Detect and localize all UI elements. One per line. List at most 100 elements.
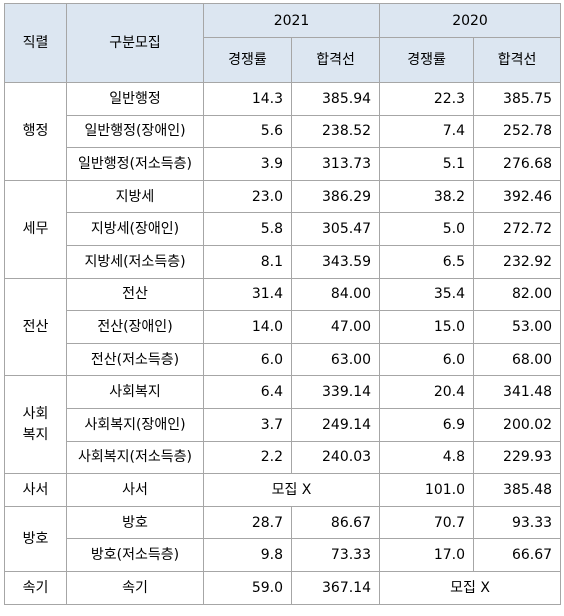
category-cell: 전산(장애인) (66, 310, 204, 344)
position-cell: 사서 (4, 473, 67, 507)
cutoff-2021-cell: 238.52 (290, 114, 381, 149)
category-cell: 사회복지(장애인) (66, 407, 204, 442)
category-cell: 일반행정(저소득층) (66, 147, 204, 181)
position-cell: 행정 (4, 82, 67, 181)
cutoff-2020-cell: 272.72 (473, 212, 562, 246)
category-cell: 전산 (66, 277, 204, 312)
cutoff-2020-cell: 392.46 (473, 179, 562, 214)
cutoff-2020-cell: 200.02 (473, 407, 562, 442)
cutoff-2021-cell: 385.94 (290, 82, 381, 116)
table-row: 속기 속기 59.0 367.14 모집 X (4, 570, 562, 605)
rate-2021-cell: 5.6 (203, 114, 292, 149)
cutoff-2020-cell: 68.00 (473, 342, 562, 377)
cutoff-2021-cell: 240.03 (290, 440, 381, 475)
table-row: 전산 전산 31.4 84.00 35.4 82.00 (4, 277, 562, 377)
rate-header-2021: 경쟁률 (203, 37, 292, 83)
rate-2020-cell: 5.1 (379, 147, 475, 181)
position-cell: 전산 (4, 277, 67, 377)
rate-2021-cell: 28.7 (203, 505, 292, 540)
rate-2020-cell: 6.0 (379, 342, 475, 377)
rate-2021-cell: 3.9 (203, 147, 292, 181)
rate-2020-cell: 38.2 (379, 179, 475, 214)
cutoff-2020-cell: 276.68 (473, 147, 562, 181)
category-cell: 사회복지 (66, 375, 204, 409)
rate-2021-cell: 59.0 (203, 570, 292, 605)
category-cell: 지방세(저소득층) (66, 244, 204, 279)
cutoff-2021-cell: 63.00 (290, 342, 381, 377)
rate-2020-cell: 70.7 (379, 505, 475, 540)
table-row: 방호 방호 28.7 86.67 70.7 93.33 (4, 505, 562, 572)
not-recruited-2020-cell: 모집 X (379, 570, 562, 605)
cutoff-2020-cell: 229.93 (473, 440, 562, 475)
cutoff-2020-cell: 66.67 (473, 538, 562, 572)
rate-2021-cell: 9.8 (203, 538, 292, 572)
rate-2020-cell: 17.0 (379, 538, 475, 572)
cutoff-2021-cell: 73.33 (290, 538, 381, 572)
rate-2021-cell: 14.0 (203, 310, 292, 344)
cutoff-2021-cell: 339.14 (290, 375, 381, 409)
table-row: 행정 일반행정 14.3 385.94 22.3 385.75 (4, 82, 562, 181)
position-cell: 방호 (4, 505, 67, 572)
cutoff-2020-cell: 232.92 (473, 244, 562, 279)
rate-2020-cell: 35.4 (379, 277, 475, 312)
position-cell: 사회 복지 (4, 375, 67, 475)
table-wrapper: 직렬 구분모집 2021 2020 경쟁률 합격선 경쟁률 합격선 행정 일반행… (4, 3, 562, 605)
rate-2020-cell: 6.5 (379, 244, 475, 279)
position-cell: 속기 (4, 570, 67, 605)
cutoff-2021-cell: 249.14 (290, 407, 381, 442)
position-line: 사회 (22, 406, 49, 423)
table-row: 사회복지(장애인) 3.7 249.14 6.9 200.02 (5, 407, 562, 442)
cutoff-2020-cell: 93.33 (473, 505, 562, 540)
table-row: 사회복지(저소득층) 2.2 240.03 4.8 229.93 (5, 440, 562, 475)
table-row: 일반행정(저소득층) 3.9 313.73 5.1 276.68 (5, 147, 562, 181)
cutoff-header-2020: 합격선 (473, 37, 562, 83)
header-row-metrics: 경쟁률 합격선 경쟁률 합격선 (5, 37, 562, 83)
table-row: 전산(저소득층) 6.0 63.00 6.0 68.00 (5, 342, 562, 377)
category-cell: 일반행정(장애인) (66, 114, 204, 149)
category-cell: 지방세 (66, 179, 204, 214)
position-header: 직렬 (4, 3, 67, 83)
rate-2020-cell: 7.4 (379, 114, 475, 149)
table-row: 세무 지방세 23.0 386.29 38.2 392.46 (4, 179, 562, 279)
table-row: 지방세(저소득층) 8.1 343.59 6.5 232.92 (5, 244, 562, 279)
cutoff-2020-cell: 53.00 (473, 310, 562, 344)
cutoff-2021-cell: 305.47 (290, 212, 381, 246)
not-recruited-2021-cell: 모집 X (202, 473, 381, 507)
cutoff-2020-cell: 385.48 (473, 473, 562, 507)
rate-2021-cell: 14.3 (203, 82, 292, 116)
rate-2020-cell: 15.0 (379, 310, 475, 344)
rate-2020-cell: 20.4 (379, 375, 475, 409)
rate-2020-cell: 6.9 (379, 407, 475, 442)
table-row: 지방세(장애인) 5.8 305.47 5.0 272.72 (5, 212, 562, 246)
cutoff-2020-cell: 82.00 (473, 277, 562, 312)
category-cell: 사서 (66, 473, 204, 507)
rate-2021-cell: 6.4 (203, 375, 292, 409)
rate-2020-cell: 5.0 (379, 212, 475, 246)
cutoff-2021-cell: 313.73 (290, 147, 381, 181)
category-cell: 사회복지(저소득층) (66, 440, 204, 475)
cutoff-2021-cell: 86.67 (290, 505, 381, 540)
cutoff-2020-cell: 252.78 (473, 114, 562, 149)
category-cell: 전산(저소득층) (66, 342, 204, 377)
position-cell: 세무 (4, 179, 67, 279)
table-row: 방호(저소득층) 9.8 73.33 17.0 66.67 (5, 538, 562, 572)
category-cell: 방호(저소득층) (66, 538, 204, 572)
category-header: 구분모집 (66, 3, 204, 83)
cutoff-2021-cell: 343.59 (290, 244, 381, 279)
cutoff-2020-cell: 385.75 (473, 82, 562, 116)
category-cell: 일반행정 (66, 82, 204, 116)
cutoff-2021-cell: 386.29 (290, 179, 381, 214)
recruitment-results-table: 직렬 구분모집 2021 2020 경쟁률 합격선 경쟁률 합격선 행정 일반행… (4, 3, 562, 605)
rate-2021-cell: 2.2 (203, 440, 292, 475)
cutoff-2021-cell: 367.14 (290, 570, 381, 605)
rate-2020-cell: 22.3 (379, 82, 475, 116)
rate-2021-cell: 5.8 (203, 212, 292, 246)
year-2020-header: 2020 (379, 3, 562, 38)
position-line: 복지 (22, 426, 49, 443)
table-row: 일반행정(장애인) 5.6 238.52 7.4 252.78 (5, 114, 562, 149)
cutoff-2020-cell: 341.48 (473, 375, 562, 409)
rate-2021-cell: 23.0 (203, 179, 292, 214)
rate-2021-cell: 6.0 (203, 342, 292, 377)
rate-2021-cell: 8.1 (203, 244, 292, 279)
category-cell: 속기 (66, 570, 204, 605)
